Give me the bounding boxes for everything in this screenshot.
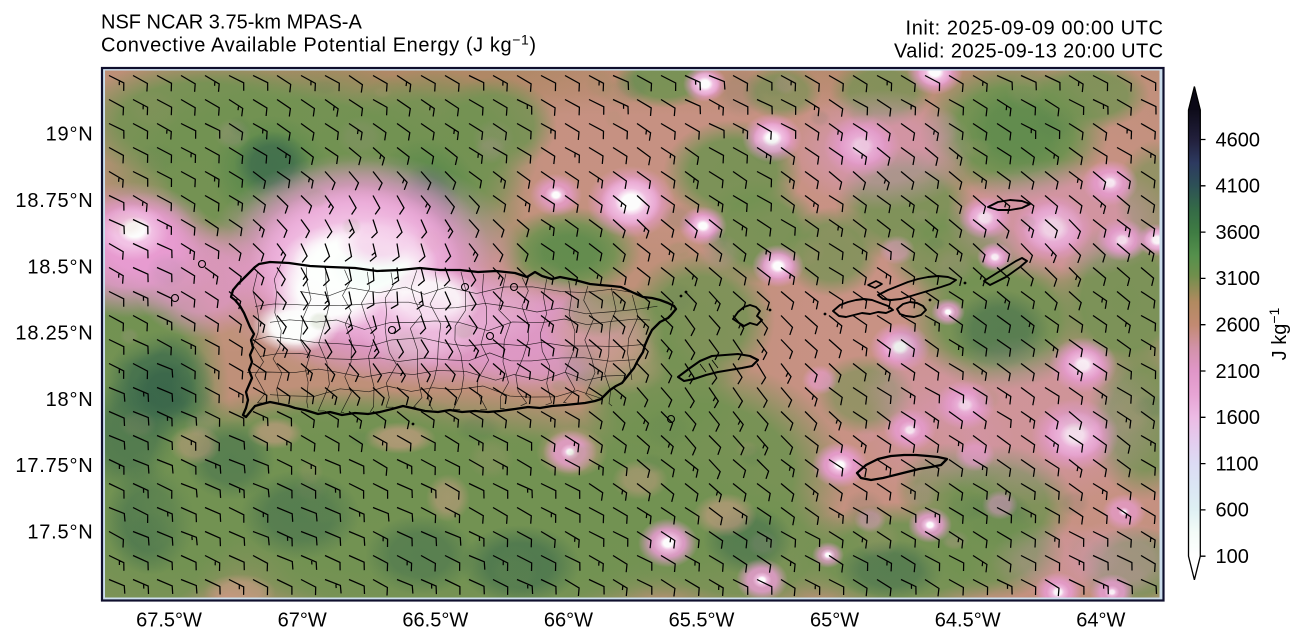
svg-text:4600: 4600 (1216, 129, 1261, 151)
svg-text:18.75°N: 18.75°N (15, 190, 93, 212)
svg-text:3600: 3600 (1216, 222, 1261, 244)
svg-text:17.75°N: 17.75°N (15, 455, 93, 477)
svg-text:2100: 2100 (1216, 361, 1261, 383)
svg-text:66°W: 66°W (544, 610, 593, 632)
svg-text:600: 600 (1216, 500, 1249, 522)
svg-text:67.5°W: 67.5°W (136, 610, 202, 632)
svg-text:17.5°N: 17.5°N (27, 522, 93, 544)
svg-text:66.5°W: 66.5°W (402, 610, 468, 632)
svg-text:Convective Available Potential: Convective Available Potential Energy (J… (101, 32, 537, 57)
svg-text:J kg−1: J kg−1 (1266, 307, 1291, 360)
svg-text:Init: 2025-09-09 00:00 UTC: Init: 2025-09-09 00:00 UTC (906, 18, 1164, 40)
svg-text:65°W: 65°W (810, 610, 859, 632)
svg-text:18°N: 18°N (46, 389, 94, 411)
svg-text:100: 100 (1216, 546, 1249, 568)
svg-text:67°W: 67°W (278, 610, 327, 632)
svg-text:NSF NCAR 3.75-km MPAS-A: NSF NCAR 3.75-km MPAS-A (101, 12, 362, 34)
svg-text:4100: 4100 (1216, 176, 1261, 198)
svg-text:2600: 2600 (1216, 315, 1261, 337)
svg-text:64.5°W: 64.5°W (935, 610, 1001, 632)
svg-text:1100: 1100 (1216, 453, 1259, 475)
svg-text:Valid: 2025-09-13 20:00 UTC: Valid: 2025-09-13 20:00 UTC (894, 40, 1163, 62)
svg-text:3100: 3100 (1216, 268, 1261, 290)
svg-text:19°N: 19°N (46, 124, 94, 146)
svg-text:18.5°N: 18.5°N (27, 256, 93, 278)
svg-text:18.25°N: 18.25°N (15, 323, 93, 345)
svg-text:1600: 1600 (1216, 407, 1261, 429)
svg-text:65.5°W: 65.5°W (669, 610, 735, 632)
svg-text:64°W: 64°W (1076, 610, 1125, 632)
